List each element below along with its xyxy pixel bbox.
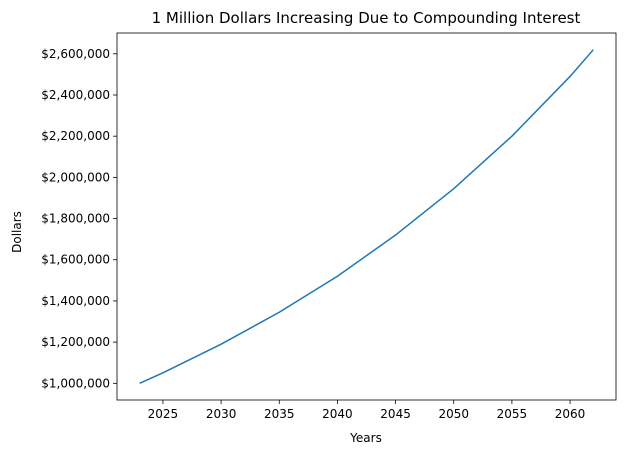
x-tick-label: 2045	[380, 407, 411, 421]
y-tick-label: $1,400,000	[41, 294, 110, 308]
chart-title: 1 Million Dollars Increasing Due to Comp…	[152, 9, 581, 27]
plot-frame	[116, 32, 617, 401]
x-tick-label: 2035	[264, 407, 295, 421]
x-tick-label: 2040	[322, 407, 353, 421]
y-tick-label: $1,000,000	[41, 376, 110, 390]
x-tick-label: 2050	[438, 407, 469, 421]
series-line-0	[139, 49, 594, 385]
x-tick-label: 2025	[148, 407, 179, 421]
y-tick-label: $2,000,000	[41, 170, 110, 184]
y-tick-label: $1,800,000	[41, 212, 110, 226]
x-tick-label: 2060	[555, 407, 586, 421]
y-axis-label: Dollars	[10, 211, 24, 253]
y-tick-label: $2,400,000	[41, 88, 110, 102]
x-axis-label: Years	[349, 431, 382, 445]
x-tick-label: 2055	[497, 407, 528, 421]
y-tick-label: $2,600,000	[41, 47, 110, 61]
y-tick-label: $1,200,000	[41, 335, 110, 349]
plot-area: 2025 2030 2035 2040 2045 2050 2055 2060 $1,000,0…	[41, 32, 617, 421]
x-tick-label: 2030	[206, 407, 237, 421]
y-tick-label: $2,200,000	[41, 129, 110, 143]
y-tick-label: $1,600,000	[41, 253, 110, 267]
